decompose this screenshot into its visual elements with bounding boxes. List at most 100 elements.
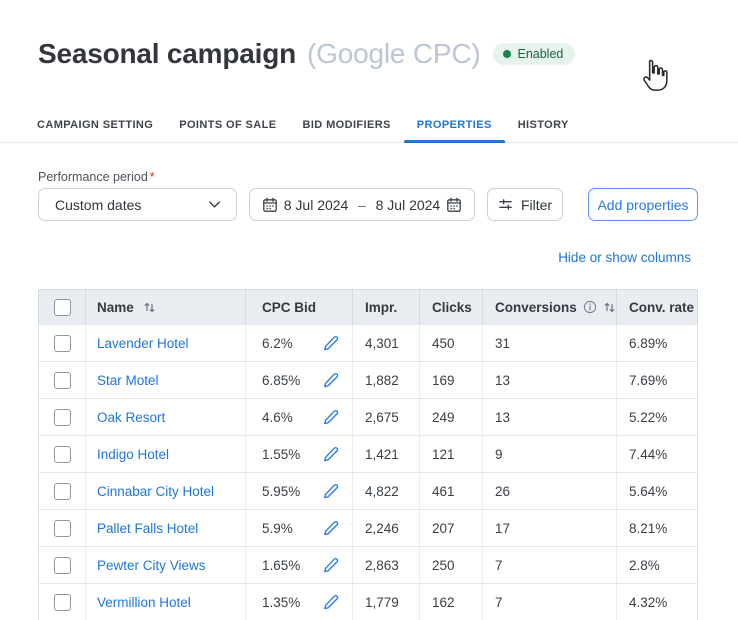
impressions-value: 2,675 <box>365 409 399 425</box>
add-properties-button[interactable]: Add properties <box>588 188 698 221</box>
table-row: Oak Resort 4.6% 2,675 249 13 5.22% <box>39 398 697 435</box>
column-header-clicks-label: Clicks <box>432 299 472 315</box>
row-name-cell: Star Motel <box>86 362 246 398</box>
row-conv-rate-cell: 5.64% <box>617 473 697 509</box>
row-checkbox-cell <box>39 399 86 435</box>
sort-icon[interactable] <box>143 301 156 314</box>
impressions-value: 4,301 <box>365 335 399 351</box>
row-conversions-cell: 7 <box>483 547 617 583</box>
row-clicks-cell: 450 <box>420 325 483 361</box>
row-checkbox[interactable] <box>53 371 71 389</box>
column-header-conversions[interactable]: Conversions <box>483 290 617 324</box>
impressions-value: 1,779 <box>365 594 399 610</box>
filter-button[interactable]: Filter <box>487 188 563 221</box>
tab-bid-modifiers[interactable]: BID MODIFIERS <box>302 119 391 131</box>
edit-pencil-icon[interactable] <box>323 520 339 536</box>
clicks-value: 250 <box>432 557 455 573</box>
conversions-value: 26 <box>495 483 511 499</box>
edit-pencil-icon[interactable] <box>323 372 339 388</box>
conversions-value: 31 <box>495 335 511 351</box>
impressions-value: 1,421 <box>365 446 399 462</box>
property-name-link[interactable]: Vermillion Hotel <box>97 594 191 610</box>
info-icon[interactable] <box>583 300 597 314</box>
status-badge-label: Enabled <box>517 47 564 61</box>
table-row: Vermillion Hotel 1.35% 1,779 162 7 4.32% <box>39 583 697 620</box>
row-name-cell: Pewter City Views <box>86 547 246 583</box>
row-name-cell: Pallet Falls Hotel <box>86 510 246 546</box>
column-header-name[interactable]: Name <box>86 290 246 324</box>
row-cpc-bid-cell: 4.6% <box>246 399 353 435</box>
table-body: Lavender Hotel 6.2% 4,301 450 31 6.89% S… <box>39 324 697 620</box>
property-name-link[interactable]: Cinnabar City Hotel <box>97 483 215 499</box>
row-clicks-cell: 121 <box>420 436 483 472</box>
row-checkbox-cell <box>39 362 86 398</box>
row-checkbox[interactable] <box>53 593 71 611</box>
cpc-bid-value: 4.6% <box>262 409 293 425</box>
row-conv-rate-cell: 4.32% <box>617 584 697 620</box>
row-impressions-cell: 2,246 <box>353 510 420 546</box>
clicks-value: 249 <box>432 409 455 425</box>
conversions-value: 9 <box>495 446 503 462</box>
row-cpc-bid-cell: 1.65% <box>246 547 353 583</box>
property-name-link[interactable]: Lavender Hotel <box>97 335 189 351</box>
period-select-value: Custom dates <box>55 196 142 213</box>
row-checkbox[interactable] <box>53 408 71 426</box>
tab-history[interactable]: HISTORY <box>517 119 569 131</box>
row-cpc-bid-cell: 1.35% <box>246 584 353 620</box>
row-checkbox[interactable] <box>53 334 71 352</box>
edit-pencil-icon[interactable] <box>323 557 339 573</box>
column-header-conv-rate-label: Conv. rate <box>629 299 695 315</box>
row-clicks-cell: 249 <box>420 399 483 435</box>
row-name-cell: Lavender Hotel <box>86 325 246 361</box>
row-checkbox[interactable] <box>53 482 71 500</box>
date-range-picker[interactable]: 8 Jul 2024 – 8 Jul 2024 <box>249 188 475 221</box>
row-clicks-cell: 461 <box>420 473 483 509</box>
clicks-value: 207 <box>432 520 455 536</box>
cpc-bid-value: 5.9% <box>262 520 293 536</box>
row-checkbox[interactable] <box>53 556 71 574</box>
property-name-link[interactable]: Indigo Hotel <box>97 446 170 462</box>
cpc-bid-value: 6.2% <box>262 335 293 351</box>
cpc-bid-value: 1.65% <box>262 557 301 573</box>
row-checkbox-cell <box>39 547 86 583</box>
hide-show-columns-link[interactable]: Hide or show columns <box>558 250 691 265</box>
clicks-value: 162 <box>432 594 455 610</box>
sort-icon[interactable] <box>603 301 616 314</box>
property-name-link[interactable]: Oak Resort <box>97 409 166 425</box>
row-impressions-cell: 2,675 <box>353 399 420 435</box>
row-cpc-bid-cell: 6.85% <box>246 362 353 398</box>
tab-points-of-sale[interactable]: POINTS OF SALE <box>179 119 277 131</box>
property-name-link[interactable]: Pewter City Views <box>97 557 206 573</box>
tab-properties[interactable]: PROPERTIES <box>403 110 505 143</box>
select-all-checkbox[interactable] <box>53 298 71 316</box>
row-checkbox[interactable] <box>53 445 71 463</box>
edit-pencil-icon[interactable] <box>323 409 339 425</box>
tab-campaign-setting[interactable]: CAMPAIGN SETTING <box>37 119 154 131</box>
edit-pencil-icon[interactable] <box>323 446 339 462</box>
period-select[interactable]: Custom dates <box>38 188 237 221</box>
date-from-value: 8 Jul 2024 <box>283 196 349 213</box>
row-checkbox-cell <box>39 510 86 546</box>
conv-rate-value: 2.8% <box>629 557 660 573</box>
column-header-clicks: Clicks <box>420 290 483 324</box>
properties-table: Name CPC Bid Impr. Clicks Conversions <box>38 289 698 620</box>
row-conversions-cell: 13 <box>483 362 617 398</box>
conversions-value: 13 <box>495 409 511 425</box>
filters-row: Custom dates 8 Jul 2024 – 8 Jul 2024 Fil… <box>38 188 698 221</box>
edit-pencil-icon[interactable] <box>323 335 339 351</box>
column-header-impressions-label: Impr. <box>365 299 398 315</box>
row-conv-rate-cell: 7.69% <box>617 362 697 398</box>
row-checkbox-cell <box>39 584 86 620</box>
edit-pencil-icon[interactable] <box>323 483 339 499</box>
row-conv-rate-cell: 2.8% <box>617 547 697 583</box>
property-name-link[interactable]: Pallet Falls Hotel <box>97 520 199 536</box>
row-conversions-cell: 17 <box>483 510 617 546</box>
impressions-value: 4,822 <box>365 483 399 499</box>
property-name-link[interactable]: Star Motel <box>97 372 159 388</box>
edit-pencil-icon[interactable] <box>323 594 339 610</box>
row-impressions-cell: 1,421 <box>353 436 420 472</box>
conv-rate-value: 7.44% <box>629 446 668 462</box>
row-checkbox-cell <box>39 325 86 361</box>
conv-rate-value: 4.32% <box>629 594 668 610</box>
row-checkbox[interactable] <box>53 519 71 537</box>
